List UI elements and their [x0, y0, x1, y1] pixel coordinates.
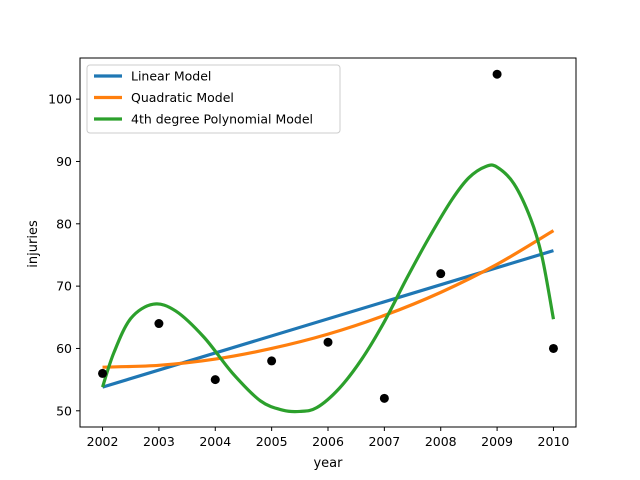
legend-label: Quadratic Model — [131, 90, 234, 105]
x-tick-label: 2008 — [425, 434, 457, 449]
x-tick-label: 2007 — [368, 434, 400, 449]
y-tick-label: 60 — [56, 341, 72, 356]
series-line-2 — [101, 163, 556, 414]
x-tick-label: 2003 — [143, 434, 175, 449]
x-tick-label: 2005 — [256, 434, 288, 449]
data-point — [267, 356, 277, 366]
data-points — [98, 69, 558, 403]
data-point — [548, 343, 558, 353]
x-tick-label: 2004 — [199, 434, 231, 449]
legend: Linear Model Quadratic Model 4th degree Po… — [86, 64, 341, 134]
y-tick-label: 80 — [56, 216, 72, 231]
data-point — [323, 337, 333, 347]
data-point — [98, 368, 108, 378]
x-axis-label: year — [313, 456, 343, 471]
legend-label: Linear Model — [131, 69, 211, 84]
y-tick-label: 50 — [56, 403, 72, 418]
y-axis-ticks: 50 60 70 80 90 100 — [48, 92, 80, 418]
data-point — [436, 269, 446, 279]
x-tick-label: 2009 — [481, 434, 513, 449]
y-tick-label: 90 — [56, 154, 72, 169]
y-tick-label: 100 — [48, 92, 72, 107]
x-axis-ticks: 2002 2003 2004 2005 2006 2007 2008 2009 2010 — [87, 427, 570, 449]
data-point — [379, 393, 389, 403]
x-tick-label: 2006 — [312, 434, 344, 449]
series-line-1 — [102, 229, 555, 369]
plot-frame — [79, 57, 577, 428]
x-tick-label: 2010 — [538, 434, 570, 449]
y-axis-label: injuries — [26, 220, 41, 268]
data-point — [154, 319, 164, 329]
legend-label: 4th degree Polynomial Model — [131, 112, 313, 127]
y-tick-label: 70 — [56, 279, 72, 294]
legend-box — [86, 64, 341, 134]
x-tick-label: 2002 — [87, 434, 119, 449]
data-point — [492, 69, 502, 79]
data-point — [210, 375, 220, 385]
series-lines — [101, 163, 556, 414]
